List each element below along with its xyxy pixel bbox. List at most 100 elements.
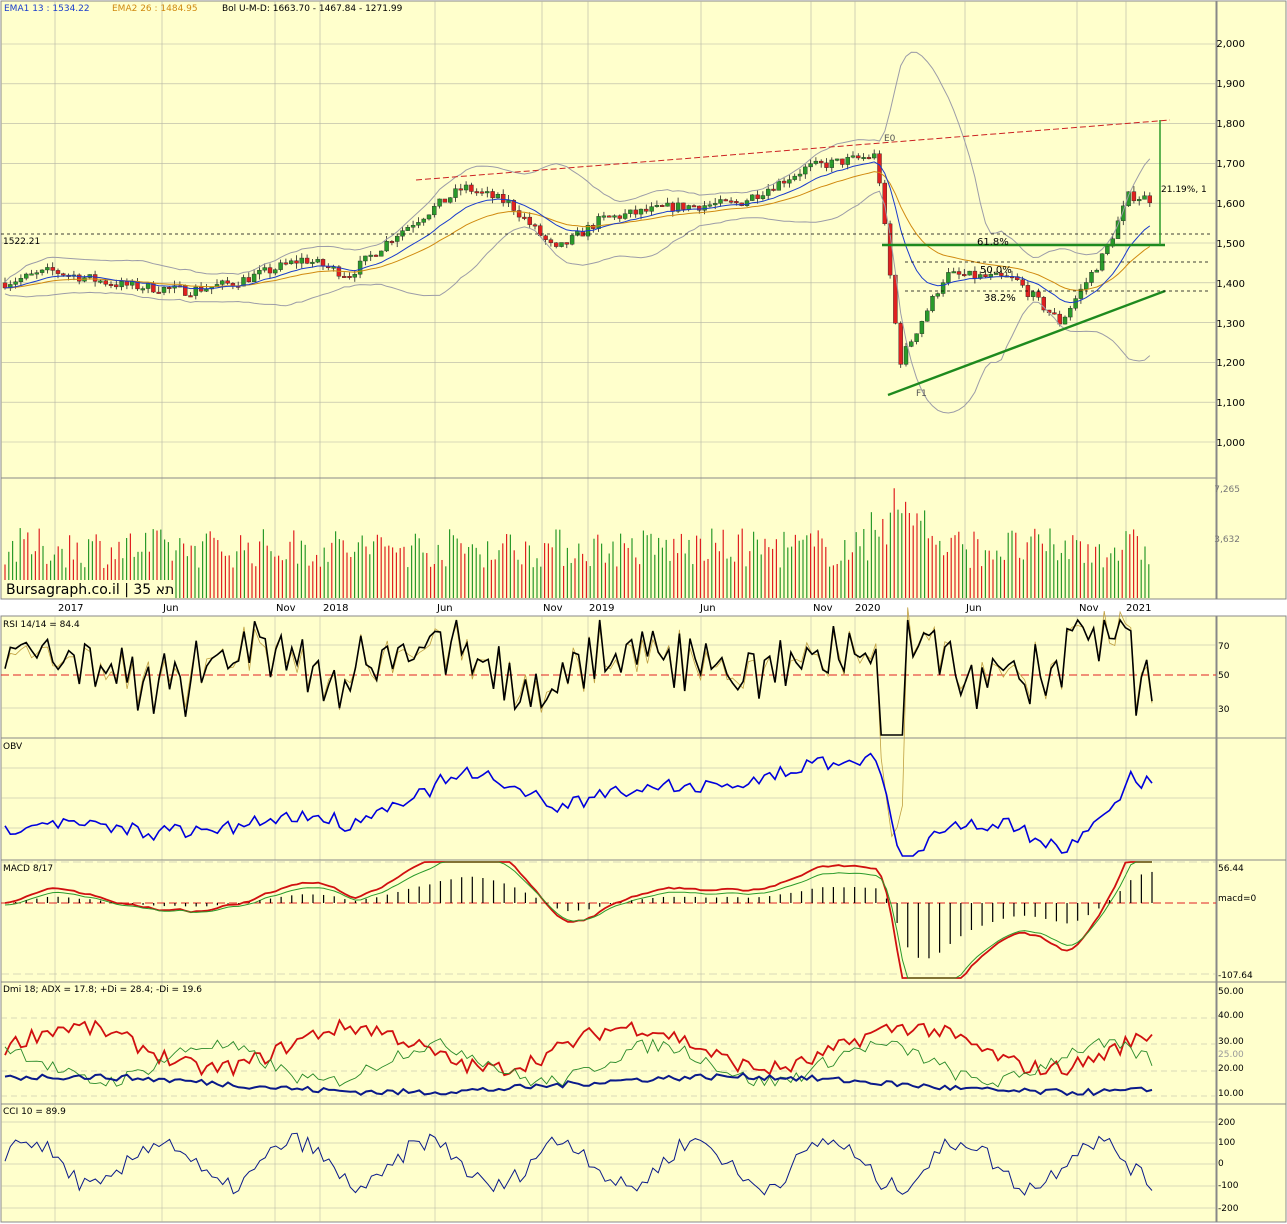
candle-body bbox=[628, 209, 633, 214]
dmi-tick: 40.00 bbox=[1218, 1011, 1244, 1021]
candle-body bbox=[50, 267, 55, 271]
candle-body bbox=[1136, 199, 1142, 202]
candle-body bbox=[490, 191, 495, 199]
rsi-tick: 50 bbox=[1218, 671, 1230, 681]
candle-body bbox=[633, 209, 638, 215]
price-tick: 1,200 bbox=[1216, 358, 1245, 369]
candle-body bbox=[511, 200, 516, 211]
macd-zero-tick: macd=0 bbox=[1218, 894, 1256, 904]
candle-body bbox=[601, 215, 607, 218]
candle-body bbox=[45, 267, 50, 271]
bollinger-legend: Bol U-M-D: 1663.70 - 1467.84 - 1271.99 bbox=[222, 4, 403, 14]
candle-body bbox=[914, 333, 919, 342]
price-overlays bbox=[1, 51, 1210, 414]
candle-body bbox=[728, 200, 734, 203]
candle-body bbox=[856, 155, 861, 159]
candle-body bbox=[193, 286, 199, 296]
candle-body bbox=[421, 218, 426, 223]
candle-body bbox=[479, 191, 485, 194]
candle-body bbox=[400, 230, 405, 237]
candle-body bbox=[554, 242, 559, 247]
candle-body bbox=[607, 215, 612, 218]
cci-tick: 100 bbox=[1218, 1138, 1235, 1148]
candle-body bbox=[389, 241, 395, 243]
candle-body bbox=[463, 184, 469, 191]
candle-body bbox=[395, 235, 400, 242]
fib-500-label: 50.0% bbox=[980, 265, 1012, 276]
candle-body bbox=[713, 203, 718, 206]
candle-body bbox=[829, 159, 834, 168]
candle-body bbox=[861, 157, 866, 160]
price-tick: 1,000 bbox=[1216, 438, 1245, 449]
price-tick: 1,400 bbox=[1216, 279, 1245, 290]
candle-body bbox=[808, 163, 813, 168]
support-trendline bbox=[887, 289, 1166, 397]
candle-body bbox=[951, 271, 956, 274]
price-tick: 1,900 bbox=[1216, 79, 1245, 90]
candle-body bbox=[935, 293, 940, 297]
candle-body bbox=[850, 155, 856, 158]
candle-body bbox=[103, 280, 108, 285]
candle-body bbox=[2, 282, 8, 289]
candle-body bbox=[691, 205, 697, 208]
candle-body bbox=[246, 277, 252, 283]
candle-body bbox=[792, 175, 797, 180]
adx-line bbox=[4, 1072, 1153, 1097]
percent-change-label: 21.19%, 1 bbox=[1161, 185, 1207, 195]
candle-body bbox=[723, 199, 728, 202]
candle-body bbox=[776, 180, 781, 191]
rsi-panel-axis bbox=[1216, 615, 1287, 739]
candle-body bbox=[273, 269, 278, 274]
candle-body bbox=[485, 191, 490, 194]
candle-body bbox=[437, 198, 442, 207]
candle-body bbox=[55, 270, 61, 274]
candle-body bbox=[495, 193, 501, 199]
dmi-tick: 50.00 bbox=[1218, 987, 1244, 997]
price-tick: 2,000 bbox=[1216, 39, 1245, 50]
ema1-legend: EMA1 13 : 1534.22 bbox=[4, 4, 90, 14]
candle-body bbox=[946, 272, 951, 283]
candle-body bbox=[813, 160, 819, 164]
candle-body bbox=[432, 206, 437, 216]
ema1-line bbox=[4, 161, 1151, 304]
candle-body bbox=[1089, 272, 1094, 283]
candle-body bbox=[516, 210, 522, 218]
candle-body bbox=[416, 222, 421, 226]
indicator-panels bbox=[0, 607, 1287, 1223]
dmi-tick: 25.00 bbox=[1218, 1050, 1244, 1060]
candle-body bbox=[697, 205, 702, 211]
candle-body bbox=[532, 224, 538, 227]
x-axis-label: 2018 bbox=[323, 603, 348, 614]
candle-body bbox=[654, 205, 660, 207]
candle-body bbox=[310, 261, 315, 264]
bollinger-upper-line bbox=[4, 51, 1151, 283]
candle-body bbox=[373, 254, 379, 257]
candle-body bbox=[1073, 298, 1078, 309]
candle-body bbox=[617, 215, 622, 219]
volume-tick: 7,265 bbox=[1214, 485, 1240, 495]
rsi-panel bbox=[0, 615, 1217, 739]
cci-tick: -200 bbox=[1218, 1204, 1239, 1214]
volume-bars bbox=[4, 488, 1150, 598]
price-tick: 1,300 bbox=[1216, 319, 1245, 330]
dmi-tick: 30.00 bbox=[1218, 1037, 1244, 1047]
x-axis-label: Jun bbox=[965, 603, 982, 614]
candle-body bbox=[357, 260, 363, 275]
candle-body bbox=[734, 201, 739, 204]
candle-body bbox=[575, 230, 580, 236]
candle-body bbox=[718, 199, 723, 204]
candle-body bbox=[527, 216, 532, 225]
candle-body bbox=[1020, 279, 1025, 286]
candle-body bbox=[426, 214, 432, 220]
candle-body bbox=[967, 270, 972, 276]
candle-body bbox=[797, 173, 803, 177]
candle-body bbox=[670, 202, 675, 212]
x-axis-label: Nov bbox=[1079, 603, 1099, 614]
minus-di-line bbox=[4, 1038, 1153, 1088]
candle-body bbox=[569, 235, 575, 245]
candle-body bbox=[251, 273, 257, 283]
candle-body bbox=[458, 188, 463, 191]
candle-body bbox=[898, 323, 903, 365]
brand-label: Bursagraph.co.il | 35 תא bbox=[6, 582, 174, 598]
candle-body bbox=[352, 274, 357, 278]
